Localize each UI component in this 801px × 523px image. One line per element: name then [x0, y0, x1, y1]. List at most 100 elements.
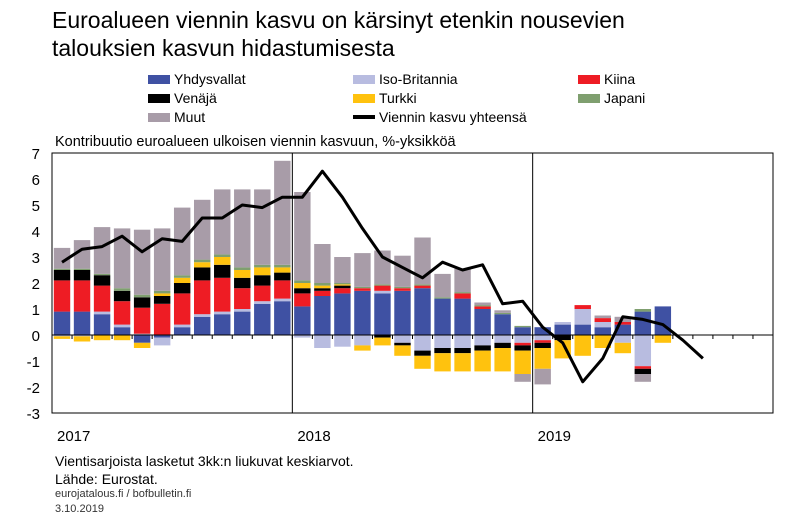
- note-text: Vientisarjoista lasketut 3kk:n liukuvat …: [55, 453, 354, 469]
- bar-segment-usa: [574, 324, 591, 335]
- bar-segment-uk: [314, 335, 331, 348]
- bar-segment-uk: [354, 335, 371, 346]
- bar-segment-china: [234, 288, 251, 309]
- legend-swatch-turkey: [353, 93, 375, 103]
- bar-segment-other: [594, 315, 611, 319]
- bar-segment-russia: [314, 288, 331, 291]
- bar-segment-japan: [454, 292, 471, 294]
- bar-segment-japan: [514, 325, 531, 328]
- bar-segment-russia: [554, 335, 571, 341]
- bar-segment-usa: [494, 314, 511, 335]
- bar-segment-usa: [254, 303, 271, 335]
- y-tick-label: 4: [32, 224, 40, 241]
- bar-segment-uk: [614, 335, 632, 343]
- bar-segment-other: [193, 199, 211, 260]
- legend-label-uk: Iso-Britannia: [379, 71, 458, 87]
- bar-segment-turkey: [153, 293, 171, 296]
- bar-segment-russia: [173, 283, 191, 294]
- bar-segment-uk: [514, 335, 531, 343]
- bar-segment-other: [53, 247, 71, 269]
- bar-segment-turkey: [514, 350, 531, 374]
- bar-segment-other: [314, 244, 331, 283]
- bar-segment-russia: [193, 267, 211, 281]
- bar-segment-other: [414, 237, 431, 285]
- bar-segment-turkey: [334, 284, 351, 286]
- title-line-1: Euroalueen viennin kasvu on kärsinyt ete…: [52, 7, 625, 33]
- bar-segment-uk: [394, 335, 411, 343]
- bar-segment-uk: [554, 322, 571, 325]
- bar-segment-usa: [73, 311, 91, 335]
- bar-segment-japan: [214, 254, 231, 257]
- bar-segment-china: [454, 293, 471, 299]
- bar-segment-usa: [634, 311, 652, 335]
- legend-label-usa: Yhdysvallat: [174, 71, 246, 87]
- bar-segment-other: [93, 227, 111, 274]
- bar-segment-uk: [334, 335, 351, 347]
- legend-label-turkey: Turkki: [379, 90, 417, 106]
- bar-segment-usa: [133, 335, 151, 343]
- bar-segment-uk: [574, 309, 591, 325]
- bar-segment-russia: [113, 290, 131, 302]
- bar-segment-turkey: [374, 337, 391, 346]
- bar-segment-japan: [193, 259, 211, 263]
- bar-segment-russia: [93, 275, 111, 286]
- bar-segment-china: [274, 280, 291, 299]
- bar-segment-russia: [294, 288, 311, 294]
- bar-segment-japan: [274, 264, 291, 268]
- bar-segment-china: [534, 340, 551, 343]
- bar-segment-uk: [414, 335, 431, 351]
- legend-item-turkey: Turkki: [353, 89, 417, 107]
- y-tick-label: -3: [27, 406, 40, 423]
- bar-segment-turkey: [594, 335, 611, 348]
- bar-segment-turkey: [354, 345, 371, 351]
- bar-segment-japan: [434, 297, 451, 299]
- y-tick-label: 1: [32, 302, 40, 319]
- bar-segment-other: [514, 374, 531, 382]
- y-tick-label: 2: [32, 276, 40, 293]
- bar-segment-china: [73, 280, 91, 312]
- bar-segment-turkey: [214, 257, 231, 265]
- x-year-label: 2017: [57, 428, 90, 445]
- legend-item-total: Viennin kasvu yhteensä: [353, 108, 527, 126]
- bar-segment-uk: [193, 314, 211, 317]
- bar-segment-turkey: [534, 348, 551, 369]
- bar-segment-turkey: [614, 342, 632, 354]
- bar-segment-china: [294, 293, 311, 307]
- bar-segment-other: [113, 228, 131, 289]
- bar-segment-usa: [153, 335, 171, 338]
- bar-segment-turkey: [314, 285, 331, 289]
- bar-segment-russia: [534, 342, 551, 348]
- bar-segment-other: [434, 273, 451, 298]
- x-year-label: 2019: [538, 428, 571, 445]
- legend-label-russia: Venäjä: [174, 90, 217, 106]
- legend-label-china: Kiina: [604, 71, 636, 87]
- bar-segment-russia: [434, 348, 451, 354]
- bar-segment-other: [274, 160, 291, 265]
- legend-swatch-usa: [148, 74, 170, 84]
- bar-segment-japan: [294, 280, 311, 283]
- bar-segment-china: [93, 285, 111, 312]
- bar-segment-japan: [334, 283, 351, 285]
- bar-segment-japan: [494, 312, 511, 315]
- bar-segment-uk: [234, 309, 251, 312]
- legend-swatch-other: [148, 112, 170, 122]
- bar-segment-usa: [514, 327, 531, 335]
- chart-subtitle: Kontribuutio euroalueen ulkoisen viennin…: [55, 134, 456, 150]
- bar-segment-russia: [454, 348, 471, 354]
- bar-segment-japan: [314, 283, 331, 286]
- bar-segment-uk: [173, 324, 191, 328]
- bar-segment-china: [133, 307, 151, 334]
- bar-segment-turkey: [574, 335, 591, 356]
- bar-segment-uk: [474, 335, 491, 346]
- source-text: Lähde: Eurostat.: [55, 471, 158, 487]
- bar-segment-china: [314, 290, 331, 296]
- bar-segment-turkey: [234, 270, 251, 278]
- bar-segment-usa: [173, 327, 191, 335]
- bar-segment-china: [53, 280, 71, 312]
- bar-segment-russia: [53, 270, 71, 281]
- bar-segment-usa: [193, 316, 211, 335]
- bar-segment-turkey: [474, 350, 491, 372]
- bar-segment-uk: [133, 333, 151, 335]
- bar-segment-china: [173, 293, 191, 325]
- bar-segment-uk: [294, 335, 311, 338]
